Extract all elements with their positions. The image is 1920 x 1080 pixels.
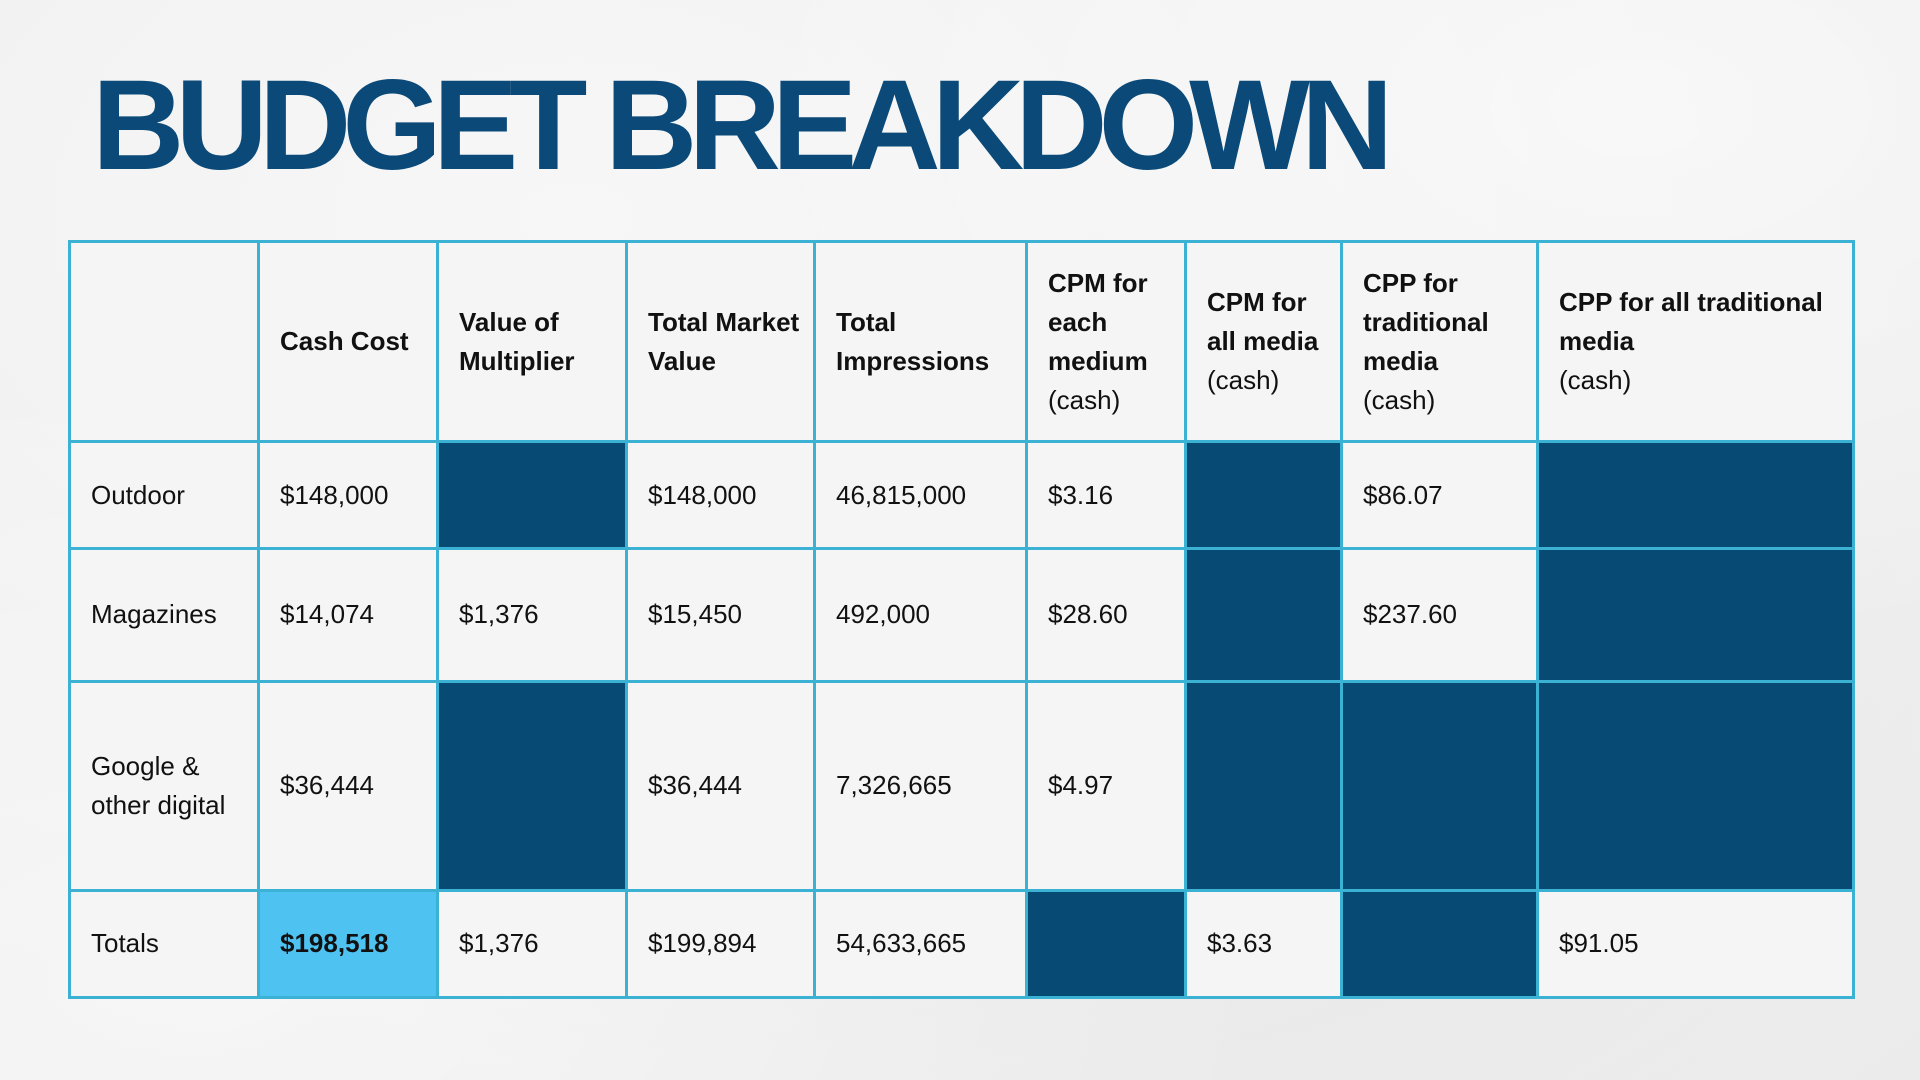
- cell-outdoor-cpp-trad: $86.07: [1340, 440, 1539, 551]
- cell-magazines-cash-cost: $14,074: [257, 547, 439, 683]
- cell-magazines-market-value: $15,450: [625, 547, 816, 683]
- cell-totals-cpp-trad-filled: [1340, 888, 1539, 1000]
- header-cpm-each-paren: (cash): [1048, 384, 1121, 415]
- table-row-outdoor: Outdoor $148,000 $148,000 46,815,000 $3.…: [68, 440, 1855, 551]
- row-label-totals: Totals: [68, 888, 260, 1000]
- header-blank: [68, 239, 260, 444]
- header-cpp-all-paren: (cash): [1559, 365, 1632, 396]
- header-cpm-all: CPM for all media (cash): [1184, 239, 1343, 444]
- cell-google-cpm-all-filled: [1184, 679, 1343, 892]
- header-cpm-all-paren: (cash): [1207, 365, 1280, 396]
- page-title: BUDGET BREAKDOWN: [92, 54, 1393, 197]
- cell-outdoor-cash-cost: $148,000: [257, 440, 439, 551]
- cell-magazines-multiplier: $1,376: [436, 547, 628, 683]
- header-cpm-each-label: CPM for each medium: [1048, 267, 1148, 376]
- row-label-magazines: Magazines: [68, 547, 260, 683]
- budget-table: Cash Cost Value of Multiplier Total Mark…: [68, 239, 1855, 1000]
- cell-outdoor-cpm-each: $3.16: [1025, 440, 1187, 551]
- header-cpp-trad-label: CPP for traditional media: [1363, 267, 1489, 376]
- header-cpm-all-label: CPM for all media: [1207, 287, 1319, 357]
- header-multiplier: Value of Multiplier: [436, 239, 628, 444]
- cell-totals-cash-cost: $198,518: [257, 888, 439, 1000]
- header-cpp-all: CPP for all traditional media (cash): [1536, 239, 1855, 444]
- header-cpm-each: CPM for each medium (cash): [1025, 239, 1187, 444]
- header-cpp-trad-paren: (cash): [1363, 384, 1436, 415]
- cell-totals-cpm-all: $3.63: [1184, 888, 1343, 1000]
- header-cpp-all-label: CPP for all traditional media: [1559, 287, 1823, 357]
- header-cpp-trad: CPP for traditional media (cash): [1340, 239, 1539, 444]
- cell-google-impressions: 7,326,665: [813, 679, 1028, 892]
- header-market-value: Total Market Value: [625, 239, 816, 444]
- cell-google-cpp-all-filled: [1536, 679, 1855, 892]
- cell-totals-cpp-all: $91.05: [1536, 888, 1855, 1000]
- cell-magazines-cpm-each: $28.60: [1025, 547, 1187, 683]
- cell-outdoor-cpm-all-filled: [1184, 440, 1343, 551]
- table-header-row: Cash Cost Value of Multiplier Total Mark…: [68, 239, 1855, 444]
- cell-outdoor-multiplier-filled: [436, 440, 628, 551]
- cell-magazines-impressions: 492,000: [813, 547, 1028, 683]
- cell-google-cpm-each: $4.97: [1025, 679, 1187, 892]
- cell-outdoor-cpp-all-filled: [1536, 440, 1855, 551]
- cell-totals-market-value: $199,894: [625, 888, 816, 1000]
- header-impressions: Total Impressions: [813, 239, 1028, 444]
- cell-totals-cpm-each-filled: [1025, 888, 1187, 1000]
- cell-outdoor-market-value: $148,000: [625, 440, 816, 551]
- header-cash-cost: Cash Cost: [257, 239, 439, 444]
- cell-google-cpp-trad-filled: [1340, 679, 1539, 892]
- table-row-magazines: Magazines $14,074 $1,376 $15,450 492,000…: [68, 547, 1855, 683]
- table-row-google: Google & other digital $36,444 $36,444 7…: [68, 679, 1855, 892]
- cell-magazines-cpm-all-filled: [1184, 547, 1343, 683]
- cell-totals-multiplier: $1,376: [436, 888, 628, 1000]
- table-row-totals: Totals $198,518 $1,376 $199,894 54,633,6…: [68, 888, 1855, 1000]
- row-label-outdoor: Outdoor: [68, 440, 260, 551]
- cell-google-cash-cost: $36,444: [257, 679, 439, 892]
- row-label-google: Google & other digital: [68, 679, 260, 892]
- cell-google-market-value: $36,444: [625, 679, 816, 892]
- cell-outdoor-impressions: 46,815,000: [813, 440, 1028, 551]
- cell-totals-impressions: 54,633,665: [813, 888, 1028, 1000]
- cell-magazines-cpp-all-filled: [1536, 547, 1855, 683]
- cell-google-multiplier-filled: [436, 679, 628, 892]
- cell-magazines-cpp-trad: $237.60: [1340, 547, 1539, 683]
